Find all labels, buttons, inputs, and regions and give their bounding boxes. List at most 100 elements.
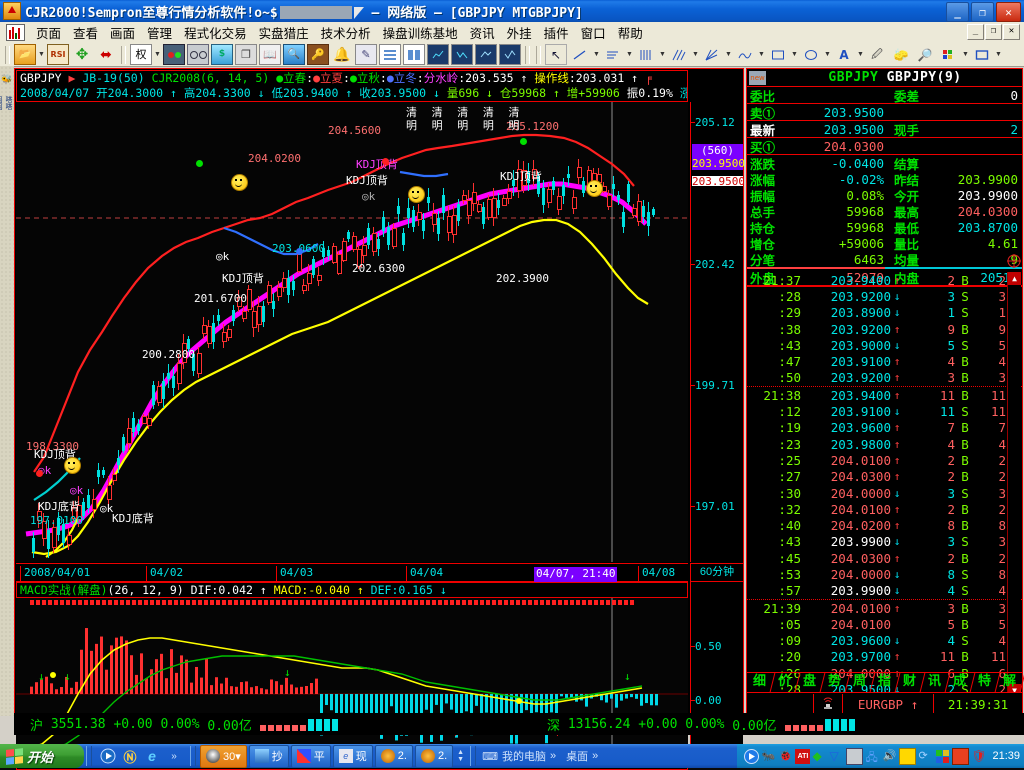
colorful-icon[interactable] [935, 749, 950, 764]
text-tool-icon[interactable]: A [839, 47, 849, 62]
scroll-up-button[interactable]: ▲ [1008, 272, 1021, 285]
palette-icon[interactable] [938, 44, 960, 65]
system-tray[interactable]: 🐜 🐞 ATI ◆ ▽ 🖧 🔊 ⟳ 🛡 21:39 [737, 744, 1024, 768]
crosshair-icon[interactable] [1007, 254, 1021, 268]
y-axis-highlight-box[interactable]: (560) 203.9500 [692, 144, 745, 170]
chevron-down-icon[interactable]: ▼ [962, 51, 969, 58]
sound-icon[interactable]: 🔊 [882, 749, 897, 762]
close-button[interactable]: ✕ [996, 2, 1021, 22]
chevron-down-icon[interactable]: ▼ [857, 51, 864, 58]
quote-tab-7[interactable]: 讯 [922, 673, 947, 692]
ie-browser-icon[interactable]: e [148, 748, 156, 764]
taskbar-item-5[interactable]: 2. [414, 744, 454, 768]
yellow-note-icon[interactable] [899, 747, 917, 765]
frame-icon[interactable] [971, 44, 993, 65]
quote-tab-0[interactable]: 细 [747, 673, 772, 692]
columns-icon[interactable] [403, 44, 425, 65]
netscape-icon[interactable]: Ⓝ [123, 749, 137, 765]
chevron-down-icon[interactable]: ▼ [38, 51, 45, 58]
show-more-icon[interactable]: » [550, 750, 557, 762]
menu-item-2[interactable]: 画面 [110, 27, 136, 41]
tick-row[interactable]: :20 203.9700 ↑ 11 B 11 [747, 649, 1022, 665]
quote-tab-5[interactable]: 指 [872, 673, 897, 692]
taskbar-item-2[interactable]: 平 [290, 744, 331, 768]
taskbar-item-1[interactable]: 抄 [248, 744, 289, 768]
main-toolbar[interactable]: 📂 ▼ RSI ✥ ⬌ 权 ▼ $ ❐ 📖 🔍 🔑 🔔 ✎ ↖ ▼ ▼ [0, 43, 1024, 67]
tick-row[interactable]: :47 203.9100 ↑ 4 B 4 [747, 353, 1022, 369]
tick-row[interactable]: :05 204.0100 5 B 5 [747, 616, 1022, 632]
menu-item-8[interactable]: 资讯 [469, 27, 495, 41]
binoculars-icon[interactable] [187, 44, 209, 65]
magnify-icon[interactable]: 🔎 [917, 47, 933, 62]
quicklaunch-grip[interactable] [86, 746, 92, 766]
price-chart-plot[interactable]: 205.1200 204.5600 204.0200 203.0600 202.… [16, 102, 688, 562]
minimize-button[interactable]: _ [946, 2, 969, 22]
chart-window4-icon[interactable] [499, 44, 521, 65]
tasks-grip[interactable] [190, 746, 196, 766]
quote-tab-9[interactable]: 特 [972, 673, 997, 692]
chevron-down-icon[interactable]: ▼ [593, 51, 600, 58]
rect-tool-icon[interactable] [767, 44, 789, 65]
chart-window3-icon[interactable] [475, 44, 497, 65]
media-player-icon[interactable] [99, 747, 117, 765]
ray-tool-icon[interactable] [602, 44, 624, 65]
chevron-down-icon[interactable]: ▼ [692, 51, 699, 58]
tick-row[interactable]: :23 203.9800 ↑ 4 B 4 [747, 436, 1022, 452]
taskbar-item-4[interactable]: 2. [374, 744, 413, 768]
tick-list[interactable]: 21:37 203.9400 ↑ 2 B 2:28 203.9200 ↓ 3 S 3:29 203.8… [747, 272, 1022, 697]
tick-list-scrollbar[interactable]: ▲ ▼ [1007, 272, 1021, 697]
chart-window-icon[interactable] [427, 44, 449, 65]
menu-item-0[interactable]: 页面 [36, 27, 62, 41]
task-scroll-up-icon[interactable]: ▲ [457, 749, 465, 756]
tick-row[interactable]: :40 204.0200 ↑ 8 B 8 [747, 517, 1022, 533]
quote-tab-4[interactable]: 周 [847, 673, 872, 692]
toolbar-mycomputer-label[interactable]: 我的电脑 [502, 751, 547, 763]
tick-row[interactable]: 21:39 204.0100 ↑ 3 B 3 [747, 598, 1022, 616]
mdi-minimize-button[interactable]: _ [967, 24, 984, 40]
eraser-icon[interactable]: 🧽 [893, 47, 909, 62]
chart-window2-icon[interactable] [451, 44, 473, 65]
channel-tool-icon[interactable] [668, 44, 690, 65]
key-icon[interactable]: 🔑 [307, 44, 329, 65]
tick-row[interactable]: 21:37 203.9400 ↑ 2 B 2 [747, 272, 1022, 288]
mdi-window-controls[interactable]: _ ❐ ✕ [967, 24, 1020, 40]
menu-item-3[interactable]: 管理 [147, 27, 173, 41]
mycomputer-grip[interactable] [470, 746, 477, 766]
move-crosshair-icon[interactable]: ✥ [75, 45, 89, 63]
maximize-button[interactable]: ❐ [971, 2, 994, 22]
taskbar-item-qq[interactable]: 30▾ [200, 744, 247, 768]
chevron-down-icon[interactable]: ▼ [154, 51, 161, 58]
tick-row[interactable]: :27 204.0300 ↑ 2 B 2 [747, 469, 1022, 485]
sync-icon[interactable]: ⟳ [918, 749, 928, 762]
copy-icon[interactable]: ❐ [235, 44, 257, 65]
tick-row[interactable]: :57 203.9900 ↓ 4 S 4 [747, 583, 1022, 599]
x-axis-selected-time[interactable]: 04/07, 21:40 [534, 567, 618, 582]
blue-funnel-icon[interactable]: ▽ [829, 748, 839, 763]
quick-launch-bar[interactable]: Ⓝ e » [94, 744, 188, 768]
chevron-down-icon[interactable]: ▼ [725, 51, 732, 58]
tick-row[interactable]: :25 204.0100 ↑ 2 B 2 [747, 452, 1022, 468]
menu-item-7[interactable]: 操盘训练基地 [382, 27, 458, 41]
chevron-down-icon[interactable]: ▼ [659, 51, 666, 58]
menu-item-12[interactable]: 帮助 [617, 27, 643, 41]
tick-row[interactable]: :29 203.8900 ↓ 1 S 1 [747, 305, 1022, 321]
report-icon[interactable]: $ [211, 44, 233, 65]
chevron-down-icon[interactable]: ▼ [824, 51, 831, 58]
stamp-icon[interactable]: 🖉 [871, 48, 883, 61]
tick-row[interactable]: :43 203.9000 ↓ 5 S 5 [747, 337, 1022, 353]
tick-row[interactable]: 21:38 203.9400 ↑ 11 B 11 [747, 386, 1022, 403]
chart-window[interactable]: GBPJPY ▶ JB-19(50) CJR2008(6, 14, 5) ●立春… [14, 68, 745, 770]
pencil-icon[interactable]: ✎ [355, 44, 377, 65]
quote-tab-2[interactable]: 盘 [797, 673, 822, 692]
horizontal-arrow-icon[interactable]: ⬌ [100, 46, 112, 63]
menu-bar[interactable]: 页面 查看 画面 管理 程式化交易 实盘猎庄 技术分析 操盘训练基地 资讯 外挂… [0, 22, 1024, 44]
alert-bell-icon[interactable]: 🔔 [333, 46, 351, 63]
parallel-tool-icon[interactable] [635, 44, 657, 65]
zoom-search-icon[interactable]: 🔍 [283, 44, 305, 65]
tick-row[interactable]: :43 203.9900 ↓ 3 S 3 [747, 534, 1022, 550]
tick-row[interactable]: :38 203.9200 ↑ 9 B 9 [747, 321, 1022, 337]
tick-row[interactable]: :45 204.0300 ↑ 2 B 2 [747, 550, 1022, 566]
fan-tool-icon[interactable] [701, 44, 723, 65]
